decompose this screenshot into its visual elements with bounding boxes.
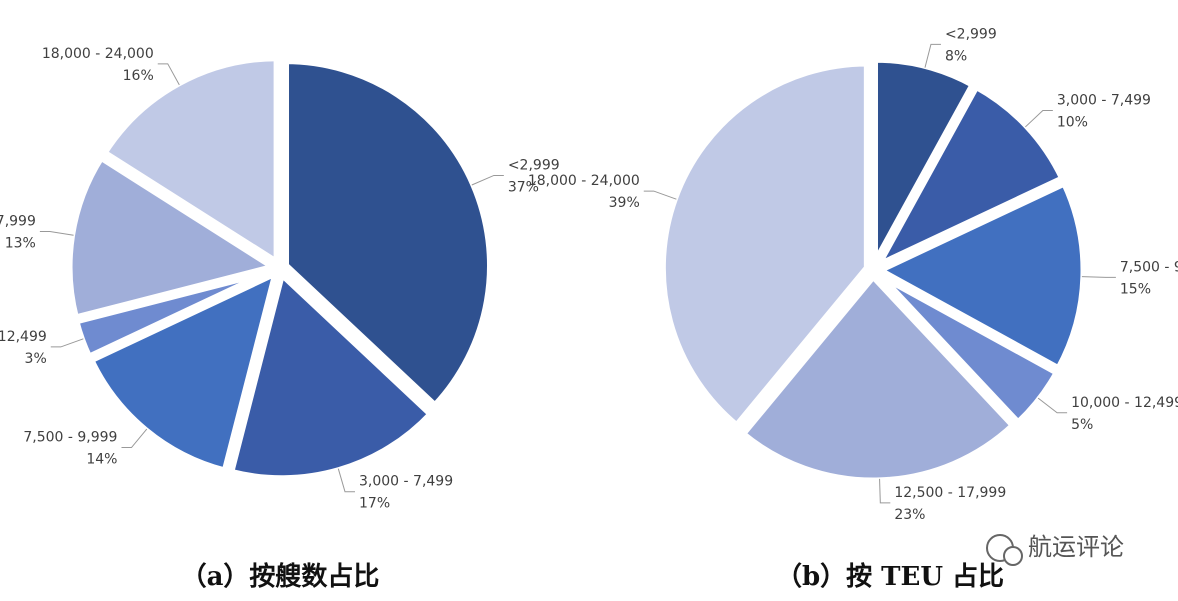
chart-title: （b）按 TEU 占比 <box>776 561 1004 592</box>
slice-label: 12,500 - 17,999 <box>0 214 36 230</box>
slice-label: <2,999 <box>945 26 997 42</box>
leader-line <box>643 190 677 200</box>
slice-label: 3,000 - 7,499 <box>359 474 453 490</box>
slice-value-label: 10% <box>1057 115 1088 131</box>
slice-label: 10,000 - 12,499 <box>0 329 47 345</box>
leader-line <box>879 478 891 504</box>
watermark: 航运评论 <box>1028 533 1124 561</box>
chart-title: （a）按艘数占比 <box>181 561 380 592</box>
slice-label: 10,000 - 12,499 <box>1071 395 1178 411</box>
slice-value-label: 3% <box>25 351 47 367</box>
leader-line <box>1081 276 1116 278</box>
slice-value-label: 37% <box>508 179 539 195</box>
leader-line <box>471 174 504 186</box>
slice-value-label: 39% <box>609 195 640 211</box>
leader-line <box>39 231 74 236</box>
slice-label: 7,500 - 9,999 <box>23 430 117 446</box>
leader-line <box>924 43 941 68</box>
slice-value-label: 5% <box>1071 417 1093 433</box>
slice-value-label: 17% <box>359 496 390 512</box>
leader-line <box>157 63 180 86</box>
leader-line <box>1025 110 1053 128</box>
watermark-icon <box>986 534 1023 566</box>
slice-value-label: 15% <box>1120 281 1151 297</box>
slice-label: 18,000 - 24,000 <box>42 46 154 62</box>
slice-value-label: 13% <box>5 236 36 252</box>
slice-label: <2,999 <box>508 157 560 173</box>
slice-label: 12,500 - 17,999 <box>894 485 1006 501</box>
slice-value-label: 16% <box>123 68 154 84</box>
leader-line <box>1037 397 1068 414</box>
slice-label: 18,000 - 24,000 <box>528 173 640 189</box>
leader-line <box>121 428 148 449</box>
leader-line <box>337 468 356 493</box>
slice-label: 7,500 - 9,999 <box>1120 259 1178 275</box>
leader-line <box>50 338 84 348</box>
slice-value-label: 8% <box>945 48 967 64</box>
slice-label: 3,000 - 7,499 <box>1057 93 1151 109</box>
slice-value-label: 23% <box>894 507 925 523</box>
slice-value-label: 14% <box>86 452 117 468</box>
